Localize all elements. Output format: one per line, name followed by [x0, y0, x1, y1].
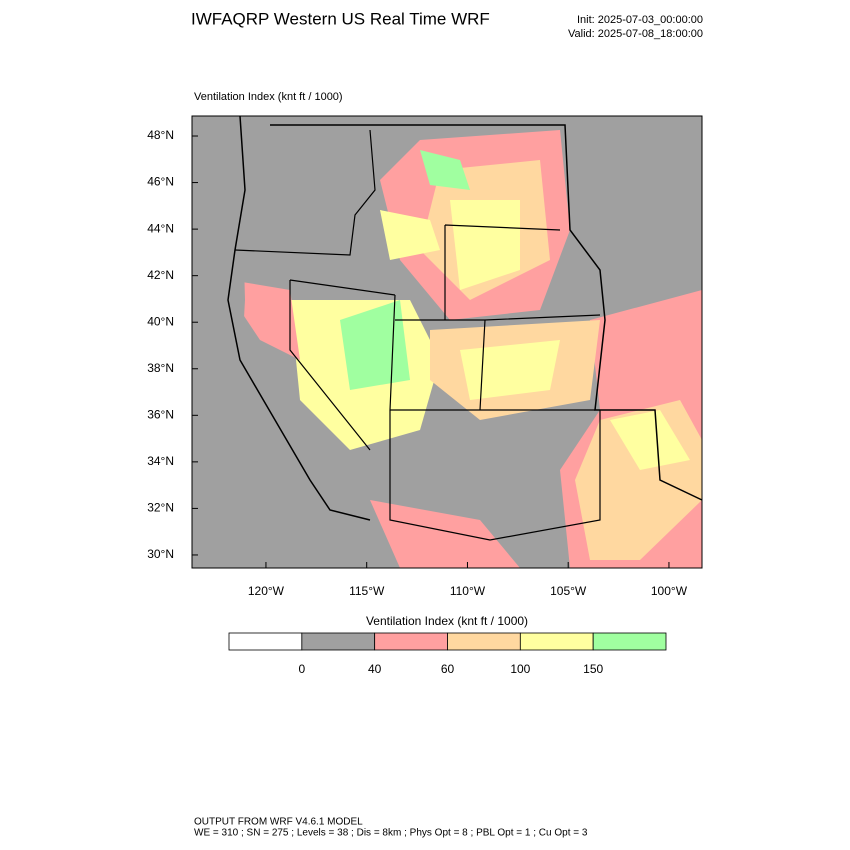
x-tick-label: 120°W [248, 584, 285, 598]
y-tick-label: 32°N [147, 501, 174, 515]
x-tick-label: 110°W [450, 584, 486, 598]
colorbar-label: 150 [583, 662, 603, 676]
colorbar-title: Ventilation Index (knt ft / 1000) [366, 614, 528, 628]
colorbar-box [519, 632, 594, 651]
y-tick-label: 40°N [147, 314, 174, 328]
y-tick-label: 34°N [147, 454, 174, 468]
x-tick-label: 105°W [550, 584, 587, 598]
map-field [192, 116, 702, 568]
colorbar-box [374, 632, 448, 651]
y-tick-label: 42°N [147, 268, 174, 282]
y-tick-label: 30°N [147, 547, 174, 561]
y-tick-label: 44°N [147, 221, 174, 235]
colorbar-label: 60 [441, 662, 455, 676]
x-tick-label: 100°W [651, 584, 688, 598]
colorbar-box [592, 632, 667, 651]
field-label: Ventilation Index (knt ft / 1000) [194, 91, 343, 103]
footer-line: WE = 310 ; SN = 275 ; Levels = 38 ; Dis … [194, 828, 588, 839]
colorbar-label: 40 [368, 662, 382, 676]
colorbar-label: 100 [510, 662, 530, 676]
x-tick-label: 115°W [349, 584, 385, 598]
boundaries [191, 115, 703, 569]
valid-time: Valid: 2025-07-08_18:00:00 [568, 28, 703, 40]
y-tick-label: 36°N [147, 407, 174, 421]
colorbar-box [301, 632, 376, 651]
colorbar-box [228, 632, 303, 651]
init-time: Init: 2025-07-03_00:00:00 [577, 14, 703, 26]
footer-line: OUTPUT FROM WRF V4.6.1 MODEL [194, 817, 363, 828]
title: IWFAQRP Western US Real Time WRF [191, 9, 490, 28]
y-tick-label: 48°N [147, 128, 174, 142]
colorbar-box [447, 632, 521, 651]
y-tick-label: 46°N [147, 175, 174, 189]
colorbar-label: 0 [298, 662, 305, 676]
y-tick-label: 38°N [147, 361, 174, 375]
